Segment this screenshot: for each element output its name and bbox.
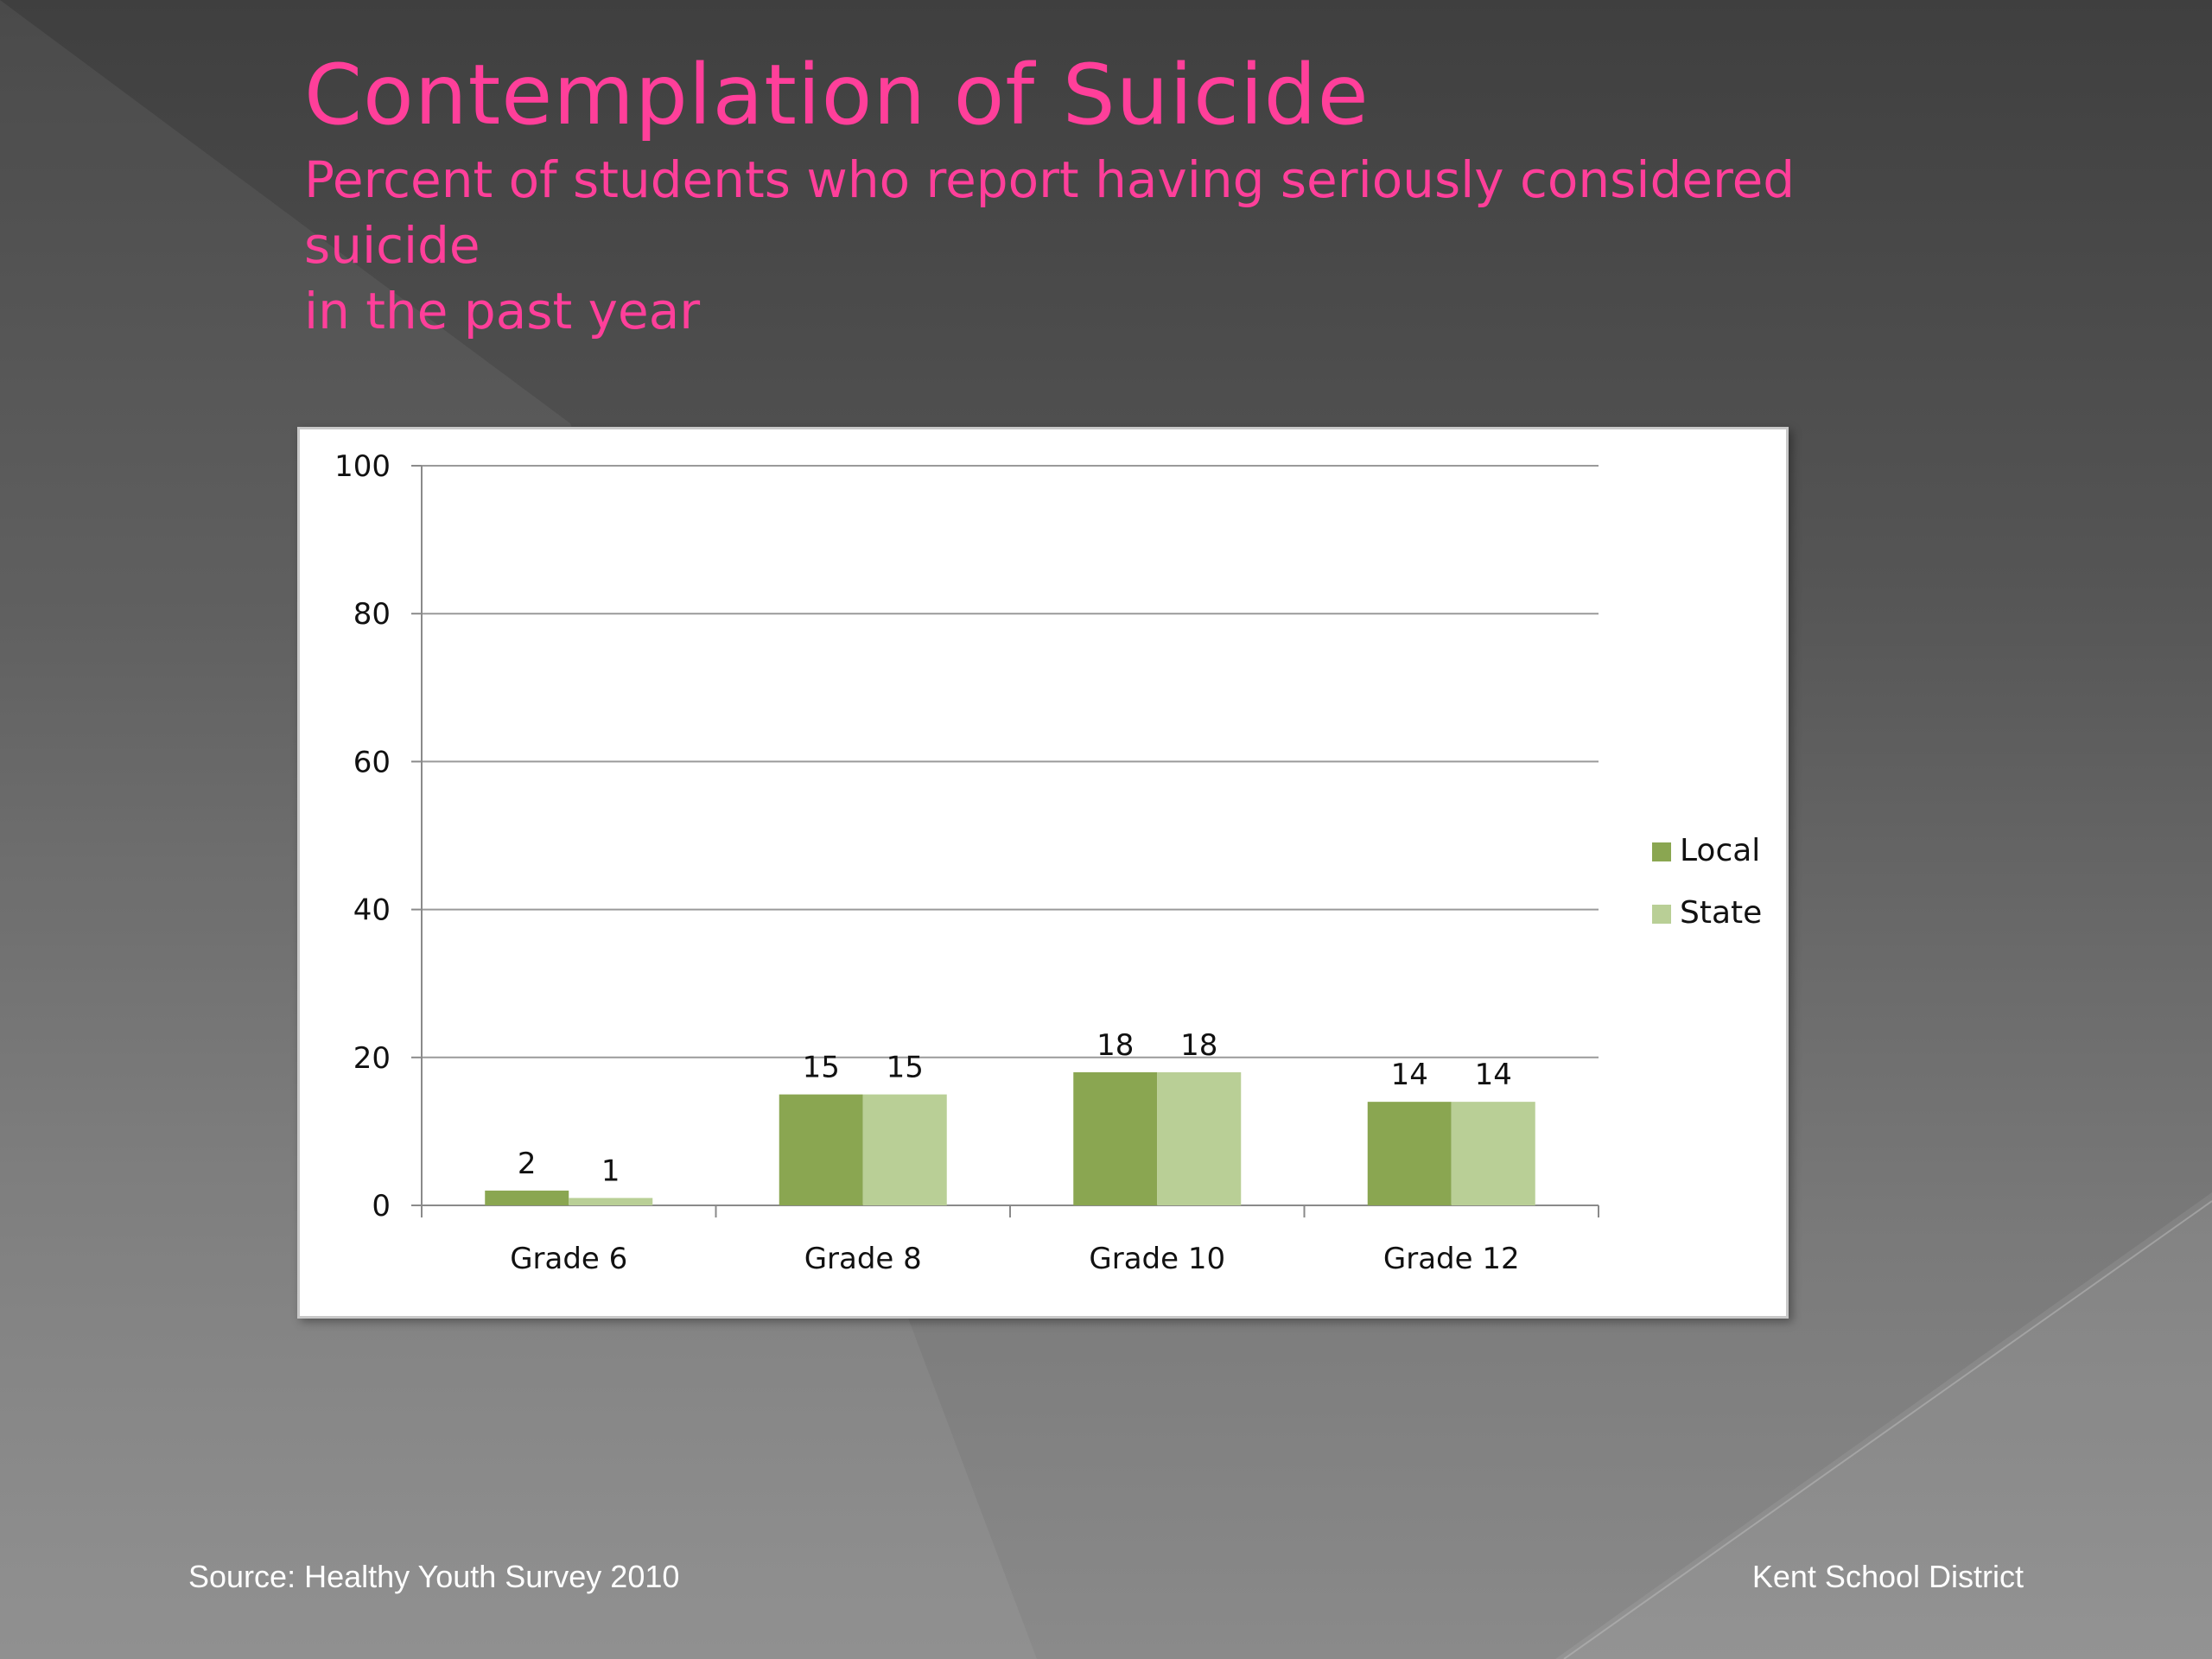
y-tick-label: 60	[353, 745, 391, 779]
bar-state	[1157, 1071, 1242, 1205]
x-tick-label: Grade 8	[804, 1242, 922, 1276]
data-label: 14	[1475, 1058, 1512, 1092]
data-label: 15	[803, 1051, 840, 1085]
y-tick-label: 20	[353, 1041, 391, 1076]
slide-subtitle: Percent of students who report having se…	[304, 150, 1796, 340]
data-label: 2	[518, 1147, 537, 1181]
data-label: 18	[1096, 1028, 1134, 1063]
bar-state	[1451, 1102, 1535, 1205]
data-label: 18	[1180, 1028, 1217, 1063]
y-tick-label: 80	[353, 597, 391, 632]
bar-local	[485, 1190, 569, 1205]
bar-local	[1367, 1102, 1452, 1205]
source-note: Source: Healthy Youth Survey 2010	[188, 1559, 680, 1594]
chart-panel: 0 20 40 60 80 100 Grade 6 Grade 8 Grade 10 Grade …	[297, 427, 1789, 1319]
x-tick-label: Grade 12	[1383, 1242, 1520, 1276]
data-label: 14	[1391, 1058, 1428, 1092]
bar-chart: 0 20 40 60 80 100 Grade 6 Grade 8 Grade 10 Grade …	[334, 449, 1762, 1276]
legend-swatch-state	[1652, 905, 1671, 924]
legend-label-local: Local	[1680, 833, 1760, 868]
bar-state	[862, 1094, 947, 1205]
x-tick-label: Grade 10	[1089, 1242, 1225, 1276]
slide-title: Contemplation of Suicide	[304, 47, 1370, 143]
bar-local	[779, 1094, 863, 1205]
organization-name: Kent School District	[1751, 1559, 2024, 1594]
y-tick-label: 100	[334, 449, 391, 484]
slide-header: Contemplation of Suicide Percent of stud…	[304, 43, 1989, 344]
data-label: 1	[601, 1154, 620, 1188]
legend-label-state: State	[1680, 895, 1762, 931]
x-tick-label: Grade 6	[510, 1242, 627, 1276]
bar-state	[569, 1198, 653, 1205]
data-label: 15	[887, 1051, 924, 1085]
y-tick-label: 0	[372, 1189, 391, 1224]
bar-local	[1073, 1071, 1158, 1205]
legend-swatch-local	[1652, 842, 1671, 861]
y-tick-label: 40	[353, 893, 391, 928]
